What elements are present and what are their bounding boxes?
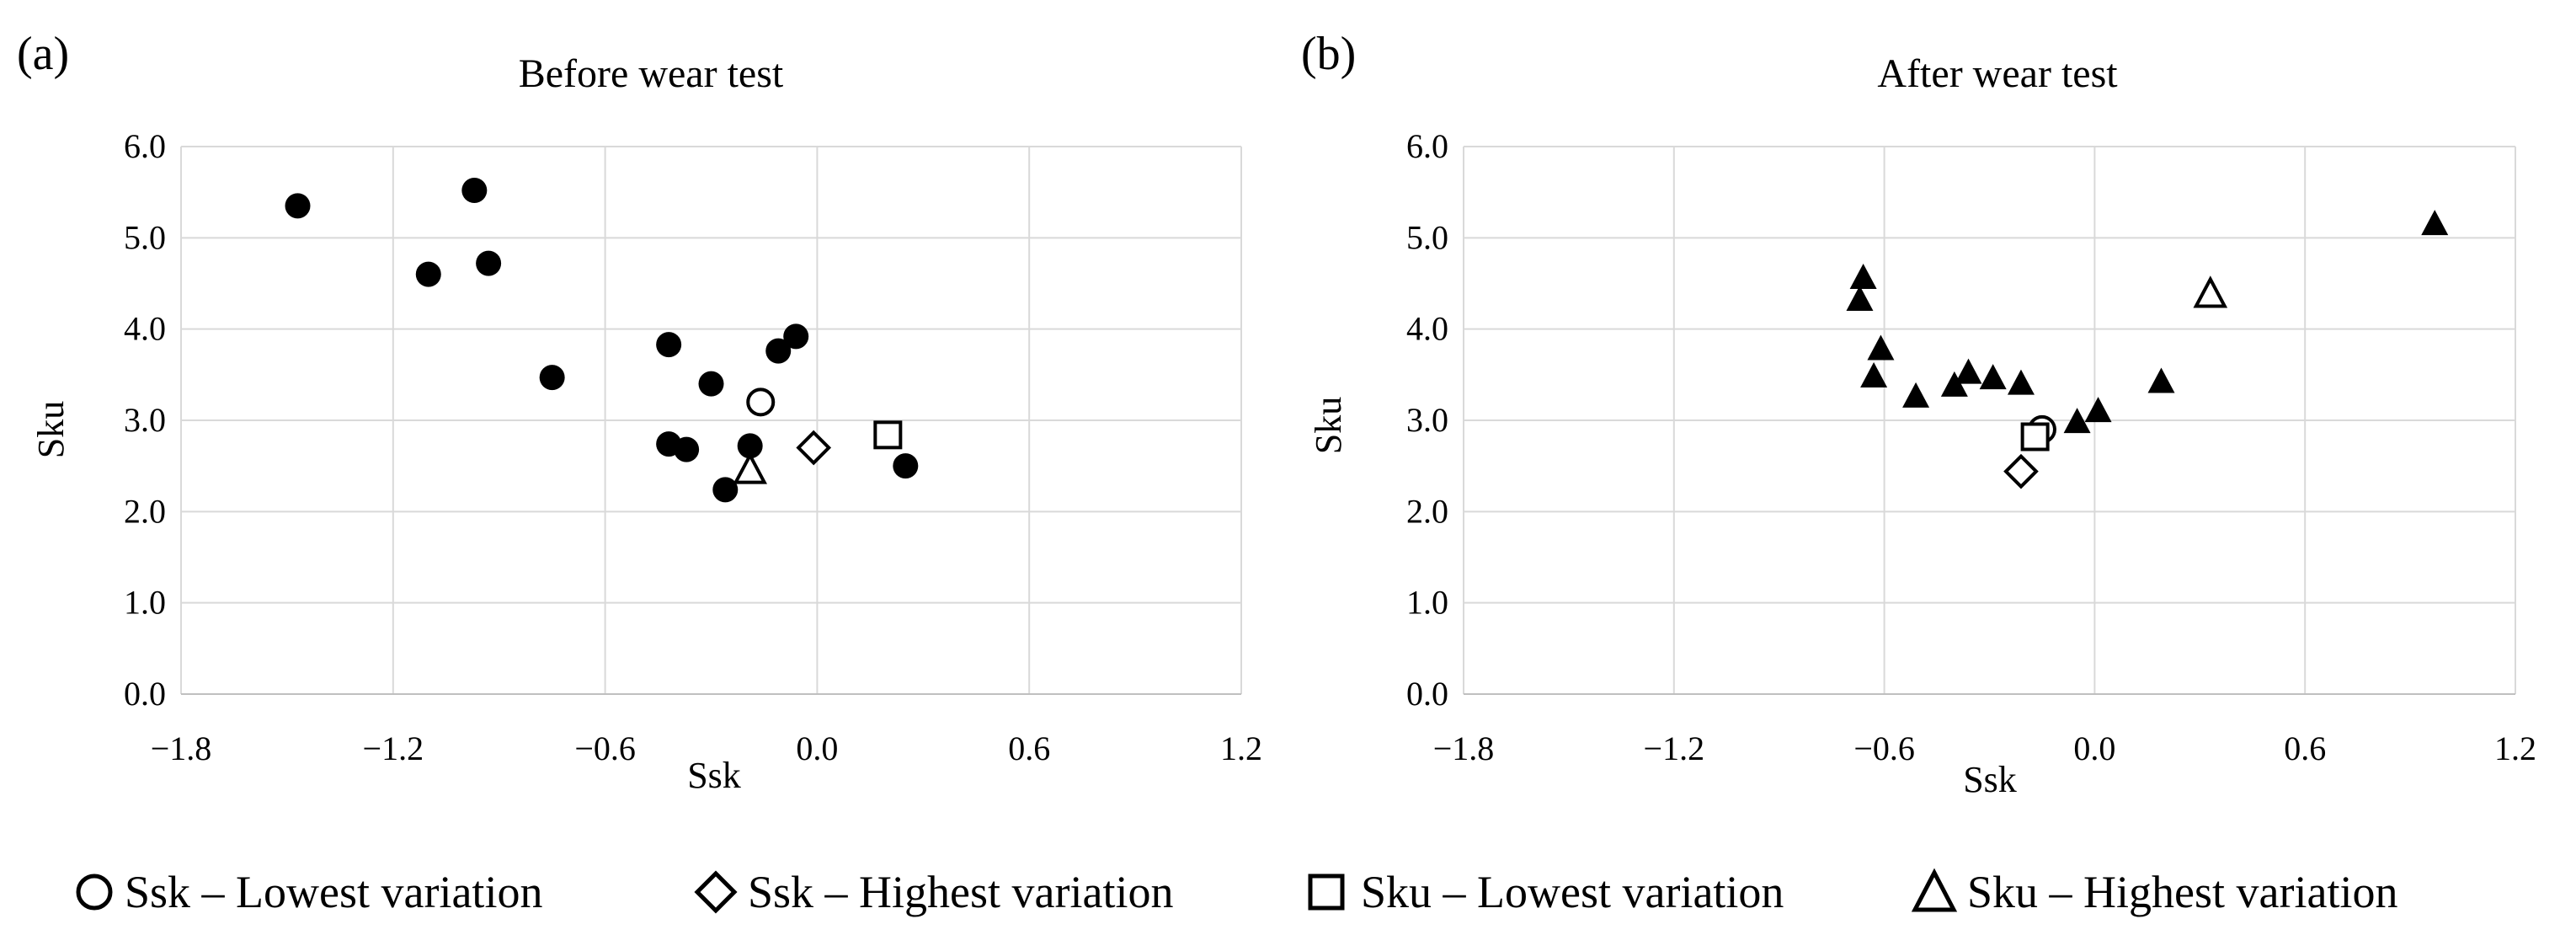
x-tick-label: −0.6	[574, 729, 636, 767]
x-tick-label: 0.0	[796, 729, 838, 767]
y-tick-label: 2.0	[124, 492, 166, 530]
data-point-filled-circle	[656, 332, 682, 358]
data-point-filled-triangle	[1979, 364, 2007, 390]
data-point-filled-triangle	[1940, 371, 1968, 397]
x-tick-label: 1.2	[2494, 729, 2536, 767]
x-tick-label: 1.2	[1220, 729, 1262, 767]
y-tick-label: 5.0	[1406, 218, 1448, 256]
legend-item-sku-lowest: Sku – Lowest variation	[1308, 867, 1784, 917]
data-point-open-diamond	[796, 430, 832, 466]
y-axis-label: Sku	[1308, 397, 1349, 454]
y-tick-label: 2.0	[1406, 492, 1448, 530]
data-point-filled-circle	[737, 433, 763, 459]
data-point-filled-triangle	[2084, 397, 2112, 423]
y-tick-label: 1.0	[124, 584, 166, 622]
data-point-filled-triangle	[2007, 369, 2035, 395]
data-point-filled-circle	[539, 365, 565, 391]
data-point-filled-triangle	[1955, 358, 1982, 384]
legend-item-ssk-highest: Ssk – Highest variation	[694, 867, 1173, 917]
data-point-filled-circle	[698, 371, 724, 397]
open-triangle-icon	[1911, 868, 1958, 912]
panel-a: (a) Before wear test Ssk Sku 0.0 1.0 2.0 3.…	[17, 28, 1262, 796]
legend-item-sku-highest: Sku – Highest variation	[1911, 867, 2397, 917]
panel-label: (b)	[1301, 28, 1356, 80]
x-tick-label: −1.2	[363, 729, 424, 767]
data-point-filled-triangle	[1867, 334, 1895, 361]
y-tick-label: 6.0	[1406, 127, 1448, 165]
data-point-filled-triangle	[1902, 382, 1930, 408]
y-tick-label: 4.0	[124, 310, 166, 348]
panel-b: (b) After wear test Ssk Sku 0.0 1.0 2.0 3.0…	[1301, 28, 2536, 800]
open-square-icon	[1308, 874, 1345, 911]
x-tick-label: −0.6	[1853, 729, 1915, 767]
y-tick-label: 5.0	[124, 218, 166, 256]
y-tick-label: 1.0	[1406, 584, 1448, 622]
data-point-filled-triangle	[1849, 264, 1877, 289]
x-axis-label: Ssk	[687, 755, 741, 796]
open-circle-icon	[76, 874, 113, 911]
data-point-open-circle	[746, 387, 776, 417]
y-tick-label: 3.0	[124, 401, 166, 439]
open-diamond-icon	[694, 870, 738, 914]
x-tick-label: −1.8	[1433, 729, 1495, 767]
y-tick-label: 6.0	[124, 127, 166, 165]
panel-label: (a)	[17, 28, 69, 80]
legend-label: Sku – Lowest variation	[1361, 867, 1784, 917]
x-tick-label: 0.0	[2073, 729, 2115, 767]
data-point-filled-circle	[893, 453, 919, 479]
data-point-open-triangle	[733, 451, 767, 484]
data-point-filled-triangle	[1846, 286, 1874, 311]
data-point-filled-triangle	[2147, 367, 2175, 393]
data-point-filled-circle	[461, 178, 488, 203]
chart-title: After wear test	[1877, 51, 2118, 96]
x-tick-label: 0.6	[2284, 729, 2326, 767]
y-tick-label: 0.0	[124, 675, 166, 713]
data-point-filled-circle	[285, 193, 311, 219]
legend-label: Ssk – Lowest variation	[125, 867, 542, 917]
x-tick-label: 0.6	[1008, 729, 1050, 767]
data-point-open-diamond	[2003, 453, 2039, 489]
y-tick-label: 0.0	[1406, 675, 1448, 713]
y-axis-label: Sku	[30, 401, 72, 458]
y-tick-label: 4.0	[1406, 310, 1448, 348]
data-point-filled-circle	[476, 250, 502, 276]
data-point-open-square	[2020, 422, 2050, 451]
data-point-filled-triangle	[2063, 408, 2091, 434]
data-point-filled-circle	[712, 477, 739, 503]
x-tick-label: −1.8	[151, 729, 212, 767]
data-point-filled-circle	[674, 436, 700, 462]
legend: Ssk – Lowest variation Ssk – Highest var…	[76, 867, 2397, 917]
data-point-filled-circle	[783, 323, 809, 350]
legend-label: Sku – Highest variation	[1967, 867, 2397, 917]
data-point-filled-circle	[765, 338, 792, 364]
data-point-filled-triangle	[1860, 362, 1888, 387]
data-point-filled-circle	[415, 261, 441, 287]
y-tick-label: 3.0	[1406, 401, 1448, 439]
chart-title: Before wear test	[519, 51, 784, 96]
x-axis-label: Ssk	[1963, 759, 2017, 800]
data-point-open-triangle	[2193, 275, 2228, 308]
data-point-filled-triangle	[2421, 210, 2449, 236]
legend-item-ssk-lowest: Ssk – Lowest variation	[76, 867, 542, 917]
legend-label: Ssk – Highest variation	[748, 867, 1173, 917]
data-point-open-square	[873, 420, 903, 450]
x-tick-label: −1.2	[1644, 729, 1705, 767]
